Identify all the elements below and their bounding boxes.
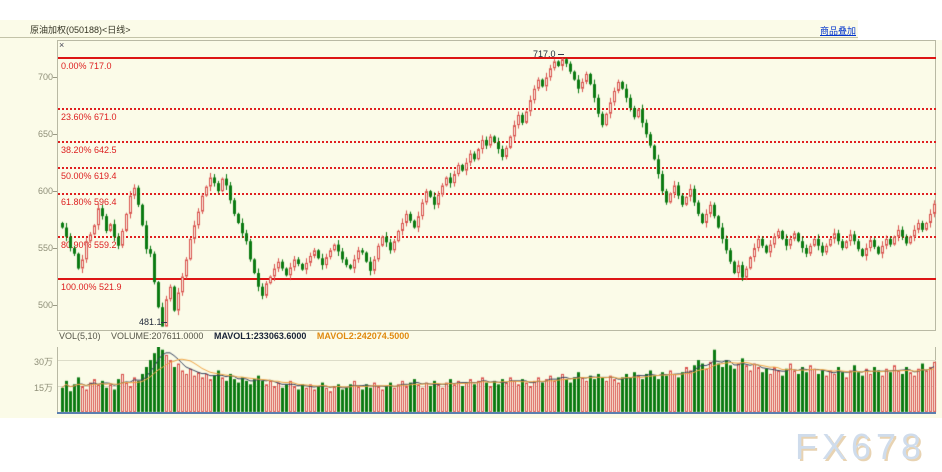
vol-params-label: VOL(5,10) xyxy=(59,331,101,341)
axis-tick xyxy=(53,248,57,249)
axis-tick xyxy=(53,191,57,192)
close-icon[interactable]: × xyxy=(59,40,65,50)
chart-header: 原油加权(050188)<日线> 商品叠加 xyxy=(0,20,858,38)
high-annotation-pointer xyxy=(558,54,564,55)
volume-axis-label: 30万 xyxy=(33,357,53,367)
overlay-link[interactable]: 商品叠加 xyxy=(820,26,857,36)
mavol1-value: MAVOL1:233063.6000 xyxy=(213,331,307,341)
low-annotation: 481.1 xyxy=(139,317,162,327)
axis-tick xyxy=(53,134,57,135)
chart-title: 原油加权(050188)<日线> xyxy=(30,25,131,35)
price-axis-label: 650 xyxy=(37,129,53,139)
high-annotation: 717.0 xyxy=(533,49,556,59)
volume-pane-bottom-border xyxy=(57,412,936,414)
axis-tick xyxy=(53,77,57,78)
low-annotation-pointer xyxy=(161,322,167,323)
bottom-band: FX678 xyxy=(0,418,942,472)
watermark-logo: FX678 xyxy=(795,426,927,467)
price-axis-label: 700 xyxy=(37,72,53,82)
mavol2-value: MAVOL2:242074.5000 xyxy=(316,331,410,341)
volume-indicator-strip: VOL(5,10) VOLUME:207611.0000 MAVOL1:2330… xyxy=(0,331,936,347)
price-axis-label: 550 xyxy=(37,243,53,253)
volume-axis-label: 15万 xyxy=(33,383,53,393)
price-axis-label: 600 xyxy=(37,186,53,196)
axis-tick xyxy=(53,305,57,306)
price-axis-label: 500 xyxy=(37,300,53,310)
volume-value: VOLUME:207611.0000 xyxy=(111,331,204,341)
